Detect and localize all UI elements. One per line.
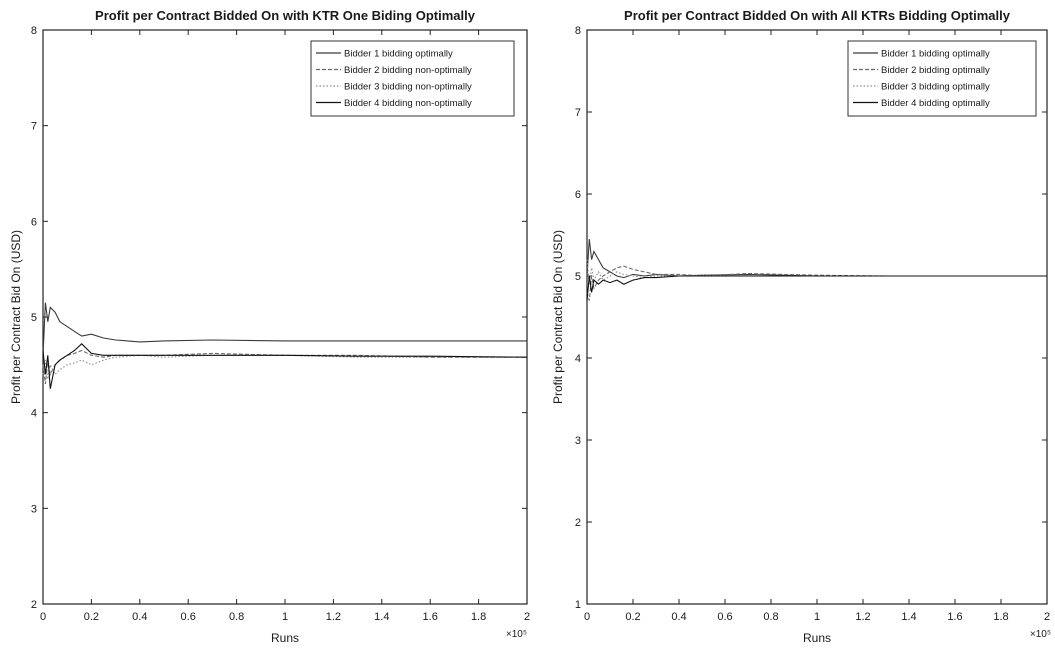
x-exponent-label: ×10⁵ (506, 629, 527, 640)
x-tick-label: 0.6 (717, 611, 732, 623)
y-tick-label: 2 (575, 517, 581, 529)
series-line-1 (42, 302, 527, 356)
y-tick-label: 8 (31, 25, 37, 37)
y-ticks: 1 2 3 4 5 6 7 8 (575, 25, 1047, 611)
y-tick-label: 4 (575, 353, 581, 365)
series-line-1 (586, 239, 1047, 279)
chart-panel-left: Profit per Contract Bidded On with KTR O… (9, 8, 530, 645)
legend-box (847, 40, 1037, 117)
y-tick-label: 1 (575, 599, 581, 611)
y-tick-label: 2 (31, 599, 37, 611)
legend-label: Bidder 1 bidding optimally (344, 49, 453, 60)
legend-label: Bidder 2 bidding optimally (881, 65, 990, 76)
chart-title: Profit per Contract Bidded On with KTR O… (95, 8, 476, 23)
x-tick-label: 1.6 (423, 611, 438, 623)
series-line-2 (42, 349, 527, 385)
legend-label: Bidder 2 bidding non-optimally (344, 65, 472, 76)
x-tick-label: 1.6 (947, 611, 962, 623)
series-line-3 (586, 259, 1047, 285)
x-tick-label: 0 (40, 611, 46, 623)
legend-label: Bidder 3 bidding optimally (881, 82, 990, 93)
x-tick-label: 1 (814, 611, 820, 623)
x-tick-label: 0.2 (84, 611, 99, 623)
x-tick-label: 1.4 (374, 611, 389, 623)
y-tick-label: 6 (31, 216, 37, 228)
series-line-2 (586, 265, 1047, 301)
chart-title: Profit per Contract Bidded On with All K… (624, 8, 1011, 23)
y-tick-label: 3 (31, 503, 37, 515)
y-ticks: 2 3 4 5 6 7 8 (31, 25, 527, 611)
x-tick-label: 0.4 (132, 611, 147, 623)
x-tick-label: 2 (1044, 611, 1050, 623)
legend-label: Bidder 1 bidding optimally (881, 49, 990, 60)
x-tick-label: 0.6 (181, 611, 196, 623)
x-tick-label: 1 (282, 611, 288, 623)
series-line-4 (42, 343, 528, 389)
legend: Bidder 1 bidding optimally Bidder 2 biddi… (847, 40, 1037, 117)
legend-label: Bidder 4 bidding optimally (881, 98, 990, 109)
series-lines (42, 302, 528, 389)
x-axis-label: Runs (803, 631, 831, 645)
y-tick-label: 7 (575, 107, 581, 119)
x-tick-label: 1.8 (993, 611, 1008, 623)
y-tick-label: 3 (575, 435, 581, 447)
y-tick-label: 5 (31, 312, 37, 324)
x-tick-label: 0.8 (763, 611, 778, 623)
x-ticks: 0 0.2 0.4 0.6 0.8 1 1.2 1.4 1.6 1.8 2 (40, 30, 530, 623)
y-tick-label: 4 (31, 408, 37, 420)
x-tick-label: 1.2 (326, 611, 341, 623)
x-tick-label: 0.8 (229, 611, 244, 623)
x-exponent-label: ×10⁵ (1030, 629, 1051, 640)
x-axis-label: Runs (271, 631, 299, 645)
x-tick-label: 1.4 (901, 611, 916, 623)
series-line-4 (586, 275, 1047, 301)
x-ticks: 0 0.2 0.4 0.6 0.8 1 1.2 1.4 1.6 1.8 2 (584, 30, 1050, 623)
series-line-3 (42, 354, 527, 380)
x-tick-label: 0.2 (625, 611, 640, 623)
x-tick-label: 0 (584, 611, 590, 623)
y-tick-label: 6 (575, 189, 581, 201)
chart-left: Profit per Contract Bidded On with KTR O… (9, 8, 530, 645)
legend-box (310, 40, 515, 117)
chart-panel-right: Profit per Contract Bidded On with All K… (530, 0, 1055, 649)
y-tick-label: 7 (31, 121, 37, 133)
x-tick-label: 1.8 (471, 611, 486, 623)
legend: Bidder 1 bidding optimally Bidder 2 biddi… (310, 40, 515, 117)
y-tick-label: 5 (575, 271, 581, 283)
y-axis-label: Profit per Contract Bid On (USD) (9, 230, 23, 404)
chart-right: Profit per Contract Bidded On with All K… (551, 8, 1051, 645)
x-tick-label: 2 (524, 611, 530, 623)
series-lines (586, 239, 1047, 301)
legend-label: Bidder 4 bidding non-optimally (344, 98, 472, 109)
x-tick-label: 1.2 (855, 611, 870, 623)
y-tick-label: 8 (575, 25, 581, 37)
legend-label: Bidder 3 bidding non-optimally (344, 82, 472, 93)
x-tick-label: 0.4 (671, 611, 686, 623)
y-axis-label: Profit per Contract Bid On (USD) (551, 230, 565, 404)
